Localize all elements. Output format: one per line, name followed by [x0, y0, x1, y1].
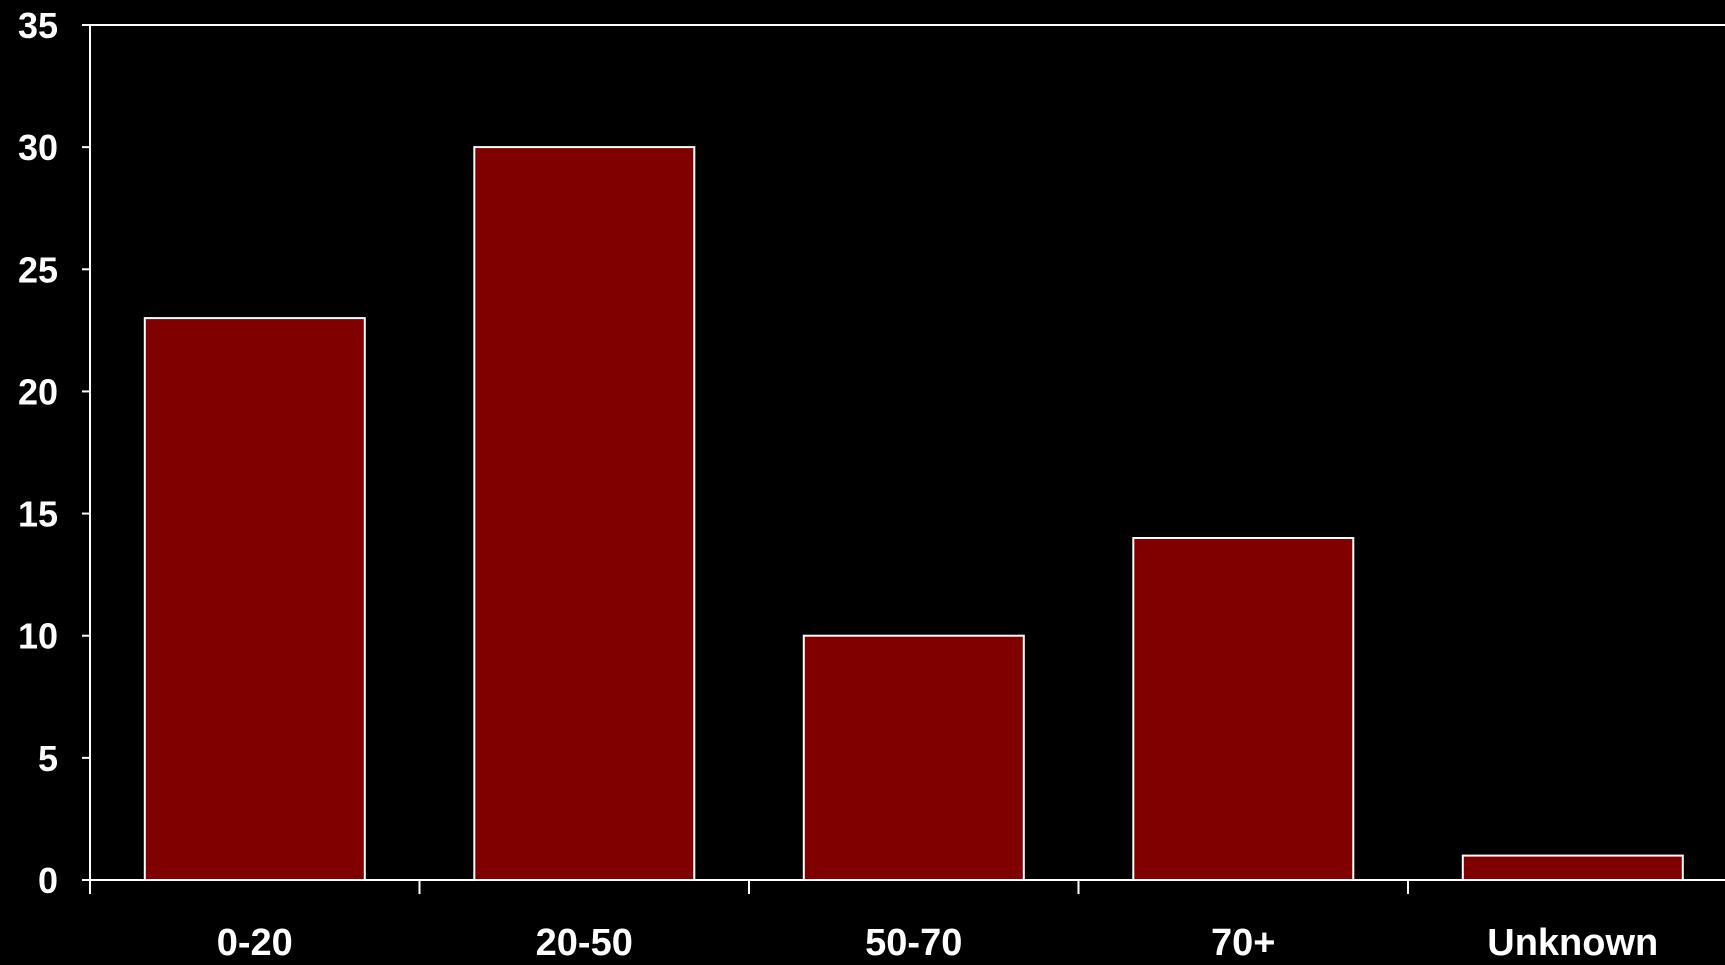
- bars-layer: [143, 146, 1684, 882]
- x-tick-label: 20-50: [536, 922, 633, 960]
- ticks-layer: [82, 24, 1409, 894]
- y-tick-label: 35: [18, 5, 58, 46]
- y-tick-label: 25: [18, 249, 58, 290]
- bar-0-20: [143, 317, 366, 882]
- y-tick-label: 10: [18, 616, 58, 657]
- axes-layer: [89, 24, 1725, 881]
- labels-layer: 0 5 10 15 20 25 30 35 0-20 20-50 50-70 70+ Unknown: [18, 5, 1658, 964]
- y-tick-label: 15: [18, 494, 58, 535]
- y-tick-label: 30: [18, 127, 58, 168]
- x-tick-label: Unknown: [1487, 922, 1658, 960]
- bar-70: [1132, 537, 1355, 881]
- x-tick-label: 50-70: [865, 922, 962, 960]
- x-tick-label: 70+: [1211, 922, 1275, 960]
- bar-20-50: [473, 146, 696, 882]
- y-tick-label: 5: [38, 738, 58, 779]
- x-tick-label: 0-20: [217, 922, 293, 960]
- bar-unknown: [1461, 854, 1684, 881]
- bar-50-70: [802, 634, 1025, 882]
- y-tick-label: 0: [38, 860, 58, 901]
- y-tick-label: 20: [18, 371, 58, 412]
